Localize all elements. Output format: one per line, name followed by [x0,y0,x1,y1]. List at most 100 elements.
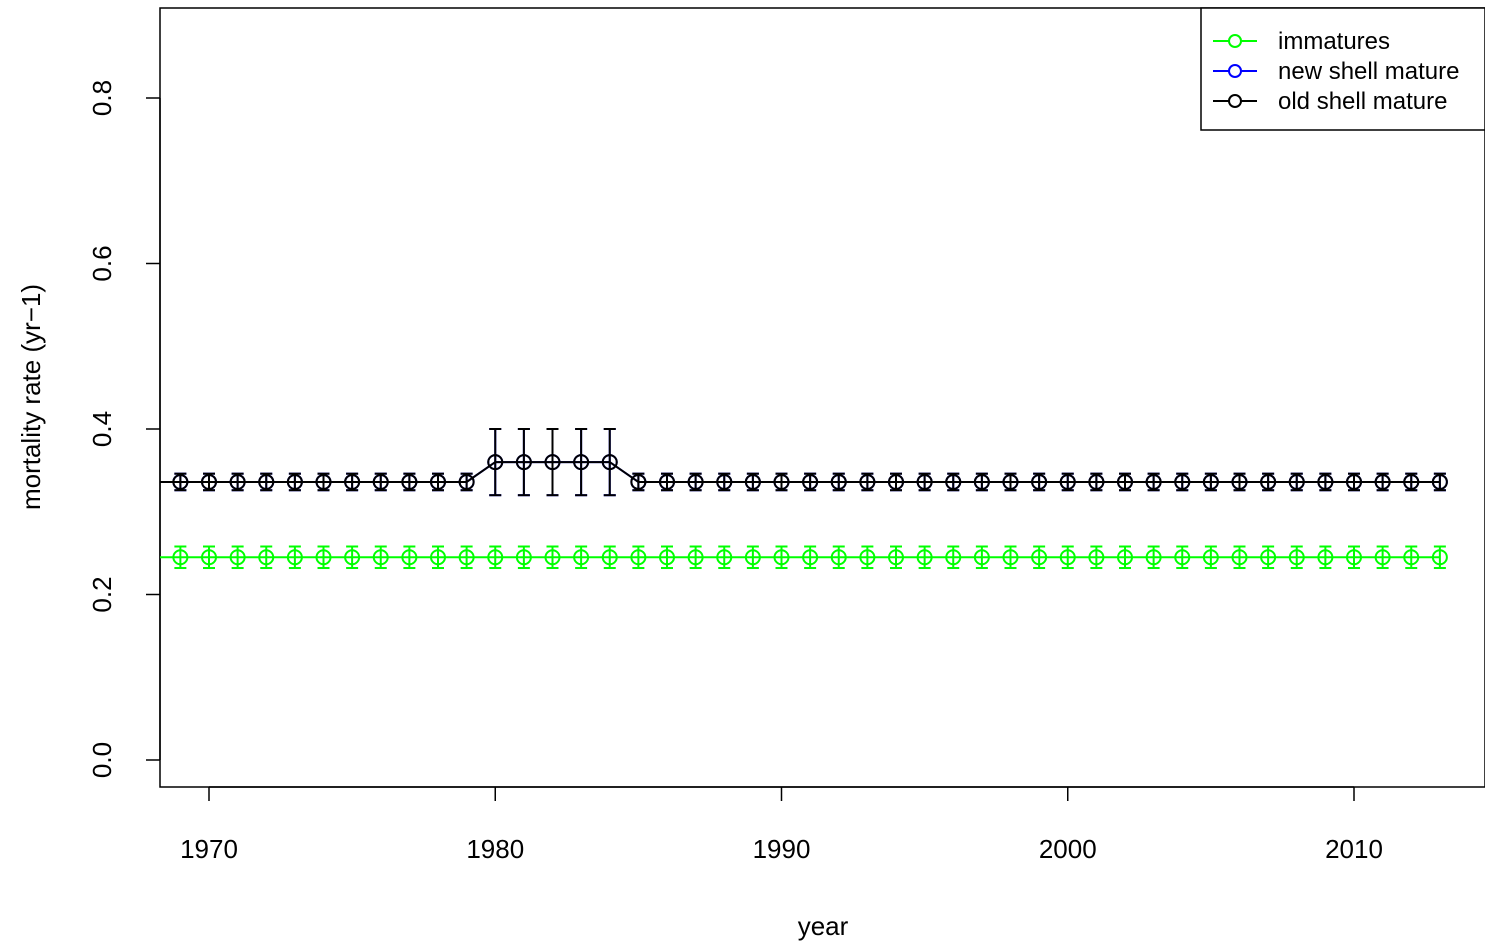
data-point [744,549,761,566]
data-point [1346,549,1362,566]
data-point [1031,473,1048,490]
data-point [515,454,532,471]
y-tick-label: 0.0 [87,742,117,778]
data-point [888,473,904,490]
data-point [515,549,532,566]
data-point [601,549,618,566]
data-point [573,549,590,566]
y-tick-label: 0.8 [87,80,117,116]
data-point [659,473,675,490]
data-point [172,549,189,566]
data-point [1260,473,1277,490]
data-point [430,473,446,490]
data-point [401,473,418,490]
data-point [1317,549,1334,566]
data-point [1202,549,1219,566]
data-point [973,549,990,566]
x-tick-label: 2010 [1325,834,1383,864]
data-point [1031,549,1048,566]
data-point [172,473,189,490]
data-point [372,473,389,490]
y-tick-label: 0.2 [87,576,117,612]
legend-marker [1228,64,1242,78]
data-point [601,454,618,471]
data-point [916,549,933,566]
x-axis-label: year [798,911,849,941]
data-point [859,549,876,566]
data-point [1231,473,1248,490]
data-point [145,475,159,489]
data-point [716,473,733,490]
data-point [1145,473,1162,490]
data-point [1346,473,1362,490]
legend-marker [1228,94,1242,108]
x-tick-label: 1970 [180,834,238,864]
data-point [973,473,990,490]
data-point [1002,473,1019,490]
data-point [659,549,675,566]
legend-label: immatures [1278,28,1390,55]
data-point [229,473,246,490]
data-point [487,454,504,471]
data-point [630,473,647,490]
legend-label: old shell mature [1278,88,1447,115]
legend-box [1200,7,1485,131]
data-point [201,473,217,490]
legend: immatures new shell mature old shell matur… [1200,7,1485,131]
legend-label: new shell mature [1278,58,1459,85]
data-point [630,549,647,566]
data-point [544,454,561,471]
data-point [315,473,332,490]
x-tick-label: 1990 [753,834,811,864]
data-point [1174,549,1191,566]
data-point [1317,473,1334,490]
series-layer [145,428,1448,570]
series-immatures [145,545,1448,570]
data-point [544,549,561,566]
data-point [1403,549,1420,566]
data-point [1145,549,1162,566]
series-new-shell-mature [145,428,1448,497]
y-tick-label: 0.6 [87,245,117,281]
data-point [487,549,504,566]
x-tick-label: 2000 [1039,834,1097,864]
data-point [802,549,819,566]
data-point [201,549,217,566]
data-point [1117,549,1133,566]
data-point [945,549,962,566]
data-point [145,550,159,564]
x-tick-label: 1980 [466,834,524,864]
data-point [1374,473,1391,490]
data-point [573,454,590,471]
data-point [286,549,303,566]
data-point [145,475,159,489]
data-point [1117,473,1133,490]
data-point [1231,549,1248,566]
data-point [286,473,303,490]
data-point [1088,473,1105,490]
data-point [458,473,475,490]
data-point [687,473,704,490]
data-point [773,473,790,490]
series-old-shell-mature [145,428,1448,497]
x-axis: 1970 1980 1990 2000 2010 [180,786,1383,864]
data-point [1374,549,1391,566]
y-axis: 0.0 0.2 0.4 0.6 0.8 [87,80,161,778]
series-line [160,461,1440,483]
data-point [888,549,904,566]
data-point [1202,473,1219,490]
data-point [1288,473,1305,490]
data-point [1088,549,1105,566]
data-point [372,549,389,566]
data-point [401,549,418,566]
data-point [1260,549,1277,566]
data-point [315,549,332,566]
data-point [687,549,704,566]
data-point [430,549,446,566]
data-point [258,473,275,490]
data-point [744,473,761,490]
data-point [716,549,733,566]
data-point [344,473,361,490]
